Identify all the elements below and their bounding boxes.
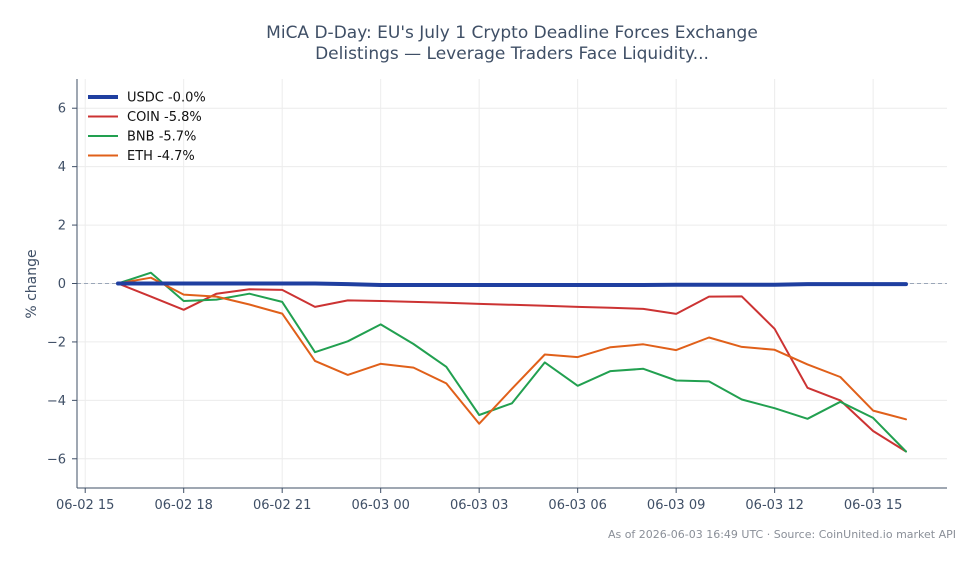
x-tick-label: 06-02 21 [253,498,311,513]
x-tick-label: 06-03 00 [351,498,409,513]
x-tick-label: 06-03 15 [844,498,902,513]
y-tick-label: 4 [58,160,66,175]
chart-title-line-2: Delistings — Leverage Traders Face Liqui… [315,44,709,64]
y-tick-label: −2 [47,335,66,350]
y-tick-label: −4 [47,394,66,409]
x-tick-label: 06-03 09 [647,498,705,513]
y-axis-label: % change [24,249,40,318]
legend: USDC -0.0% COIN -5.8% BNB -5.7% ETH -4.7% [88,91,206,164]
source-footnote: As of 2026-06-03 16:49 UTC · Source: Coi… [608,528,956,541]
y-axis-ticks: −6 −4 −2 0 2 4 6 [47,102,77,467]
y-tick-label: 2 [58,219,66,234]
series-line-2 [117,271,907,453]
x-tick-label: 06-03 03 [450,498,508,513]
legend-label-3: ETH -4.7% [127,149,195,164]
legend-label-0: USDC -0.0% [127,91,206,106]
chart-title-line-1: MiCA D-Day: EU's July 1 Crypto Deadline … [266,23,758,43]
y-tick-label: 6 [58,102,66,117]
x-axis-ticks: 06-02 15 06-02 18 06-02 21 06-03 00 06-03 03… [56,488,902,513]
x-tick-label: 06-03 06 [548,498,606,513]
series-line-0 [116,281,908,287]
x-tick-label: 06-02 15 [56,498,114,513]
x-tick-label: 06-02 18 [154,498,212,513]
x-tick-label: 06-03 12 [745,498,803,513]
series-line-3 [117,276,907,425]
series-lines [116,271,908,453]
y-tick-label: −6 [47,452,66,467]
legend-label-2: BNB -5.7% [127,130,196,145]
series-line-1 [117,282,907,453]
y-tick-label: 0 [58,277,66,292]
legend-label-1: COIN -5.8% [127,110,202,125]
